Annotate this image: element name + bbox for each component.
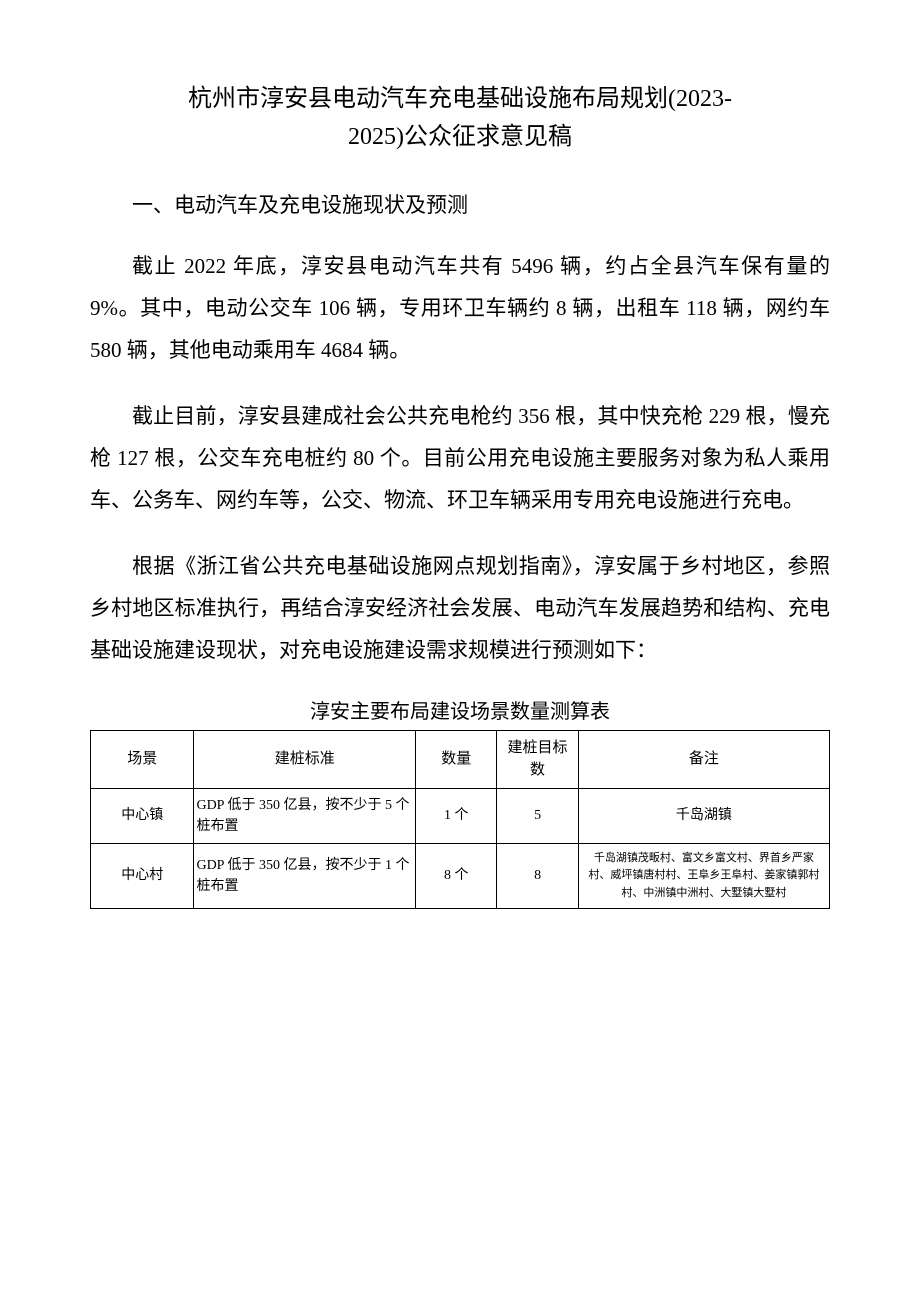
- cell-quantity: 8 个: [416, 843, 497, 909]
- cell-target: 8: [497, 843, 578, 909]
- cell-remark: 千岛湖镇茂畈村、富文乡富文村、界首乡严家村、威坪镇唐村村、王阜乡王阜村、姜家镇郭…: [578, 843, 829, 909]
- cell-standard: GDP 低于 350 亿县，按不少于 5 个桩布置: [194, 788, 416, 843]
- col-header-remark: 备注: [578, 730, 829, 788]
- table-header-row: 场景 建桩标准 数量 建桩目标数 备注: [91, 730, 830, 788]
- paragraph-3: 根据《浙江省公共充电基础设施网点规划指南》，淳安属于乡村地区，参照乡村地区标准执…: [90, 545, 830, 671]
- col-header-scene: 场景: [91, 730, 194, 788]
- paragraph-2: 截止目前，淳安县建成社会公共充电枪约 356 根，其中快充枪 229 根，慢充枪…: [90, 395, 830, 521]
- title-line2: 2025)公众征求意见稿: [348, 124, 572, 150]
- scenario-table: 场景 建桩标准 数量 建桩目标数 备注 中心镇 GDP 低于 350 亿县，按不…: [90, 730, 830, 910]
- cell-scene: 中心镇: [91, 788, 194, 843]
- col-header-standard: 建桩标准: [194, 730, 416, 788]
- cell-target: 5: [497, 788, 578, 843]
- cell-quantity: 1 个: [416, 788, 497, 843]
- col-header-quantity: 数量: [416, 730, 497, 788]
- table-row: 中心村 GDP 低于 350 亿县，按不少于 1 个桩布置 8 个 8 千岛湖镇…: [91, 843, 830, 909]
- table-row: 中心镇 GDP 低于 350 亿县，按不少于 5 个桩布置 1 个 5 千岛湖镇: [91, 788, 830, 843]
- col-header-target: 建桩目标数: [497, 730, 578, 788]
- cell-standard: GDP 低于 350 亿县，按不少于 1 个桩布置: [194, 843, 416, 909]
- section-1-heading: 一、电动汽车及充电设施现状及预测: [90, 187, 830, 225]
- cell-remark: 千岛湖镇: [578, 788, 829, 843]
- paragraph-1: 截止 2022 年底，淳安县电动汽车共有 5496 辆，约占全县汽车保有量的 9…: [90, 245, 830, 371]
- cell-scene: 中心村: [91, 843, 194, 909]
- table-body: 中心镇 GDP 低于 350 亿县，按不少于 5 个桩布置 1 个 5 千岛湖镇…: [91, 788, 830, 909]
- table-caption: 淳安主要布局建设场景数量测算表: [90, 695, 830, 724]
- document-title: 杭州市淳安县电动汽车充电基础设施布局规划(2023- 2025)公众征求意见稿: [90, 80, 830, 157]
- title-line1: 杭州市淳安县电动汽车充电基础设施布局规划(2023-: [188, 86, 732, 112]
